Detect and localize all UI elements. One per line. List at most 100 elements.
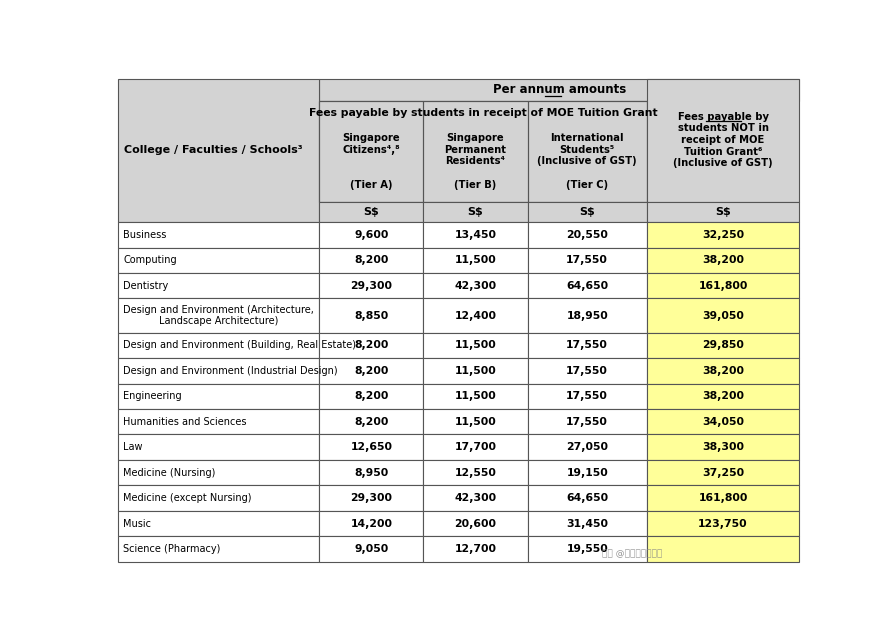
Text: 161,800: 161,800 (698, 281, 747, 291)
FancyBboxPatch shape (119, 358, 319, 384)
FancyBboxPatch shape (528, 460, 647, 486)
FancyBboxPatch shape (119, 247, 319, 273)
Text: 20,550: 20,550 (566, 230, 608, 240)
Text: Dentistry: Dentistry (123, 281, 169, 291)
Text: 11,500: 11,500 (455, 417, 497, 427)
Text: 9,600: 9,600 (354, 230, 389, 240)
Text: Design and Environment (Building, Real Estate): Design and Environment (Building, Real E… (123, 340, 356, 351)
FancyBboxPatch shape (319, 247, 424, 273)
Text: 29,850: 29,850 (702, 340, 744, 351)
FancyBboxPatch shape (647, 409, 799, 434)
FancyBboxPatch shape (119, 299, 319, 333)
Text: 11,500: 11,500 (455, 340, 497, 351)
Text: 19,150: 19,150 (566, 468, 608, 477)
Text: Music: Music (123, 519, 152, 529)
Text: 13,450: 13,450 (455, 230, 497, 240)
FancyBboxPatch shape (528, 299, 647, 333)
Text: 123,750: 123,750 (698, 519, 747, 529)
Text: Engineering: Engineering (123, 391, 182, 401)
FancyBboxPatch shape (528, 358, 647, 384)
Text: 38,300: 38,300 (702, 443, 744, 452)
FancyBboxPatch shape (119, 536, 319, 562)
FancyBboxPatch shape (119, 460, 319, 486)
Text: Science (Pharmacy): Science (Pharmacy) (123, 544, 220, 554)
FancyBboxPatch shape (528, 333, 647, 358)
FancyBboxPatch shape (119, 333, 319, 358)
Text: 8,200: 8,200 (354, 340, 389, 351)
FancyBboxPatch shape (424, 299, 528, 333)
FancyBboxPatch shape (424, 247, 528, 273)
FancyBboxPatch shape (528, 409, 647, 434)
FancyBboxPatch shape (319, 409, 424, 434)
Text: 29,300: 29,300 (351, 281, 392, 291)
FancyBboxPatch shape (319, 486, 424, 511)
Text: 37,250: 37,250 (702, 468, 744, 477)
FancyBboxPatch shape (119, 222, 319, 247)
Text: Law: Law (123, 443, 143, 452)
Text: S$: S$ (364, 207, 379, 217)
FancyBboxPatch shape (424, 511, 528, 536)
FancyBboxPatch shape (424, 486, 528, 511)
Text: 34,050: 34,050 (702, 417, 744, 427)
FancyBboxPatch shape (424, 460, 528, 486)
FancyBboxPatch shape (319, 202, 424, 222)
Text: 8,950: 8,950 (354, 468, 389, 477)
FancyBboxPatch shape (119, 434, 319, 460)
Text: Medicine (Nursing): Medicine (Nursing) (123, 468, 216, 477)
Text: 9,050: 9,050 (354, 544, 389, 554)
Text: 8,200: 8,200 (354, 366, 389, 376)
Text: 17,550: 17,550 (566, 366, 608, 376)
FancyBboxPatch shape (647, 358, 799, 384)
Text: 头条 @河北立诚辰留学: 头条 @河北立诚辰留学 (602, 550, 663, 559)
FancyBboxPatch shape (319, 299, 424, 333)
FancyBboxPatch shape (647, 247, 799, 273)
Text: 8,850: 8,850 (354, 311, 389, 321)
Text: 17,700: 17,700 (455, 443, 497, 452)
FancyBboxPatch shape (319, 434, 424, 460)
Text: 64,650: 64,650 (566, 281, 608, 291)
Text: 18,950: 18,950 (566, 311, 608, 321)
Text: Business: Business (123, 230, 167, 240)
FancyBboxPatch shape (424, 536, 528, 562)
Text: Singapore
Citizens⁴,⁸


(Tier A): Singapore Citizens⁴,⁸ (Tier A) (343, 133, 401, 190)
Text: International
Students⁵
(Inclusive of GST)

(Tier C): International Students⁵ (Inclusive of GS… (537, 133, 637, 190)
FancyBboxPatch shape (319, 536, 424, 562)
FancyBboxPatch shape (528, 536, 647, 562)
FancyBboxPatch shape (647, 384, 799, 409)
FancyBboxPatch shape (119, 79, 319, 222)
Text: S$: S$ (580, 207, 595, 217)
Text: 27,050: 27,050 (566, 443, 608, 452)
FancyBboxPatch shape (528, 273, 647, 299)
Text: 19,550: 19,550 (566, 544, 608, 554)
Text: College / Faculties / Schools³: College / Faculties / Schools³ (124, 145, 302, 155)
FancyBboxPatch shape (424, 358, 528, 384)
Text: 11,500: 11,500 (455, 391, 497, 401)
FancyBboxPatch shape (319, 222, 424, 247)
Text: 12,700: 12,700 (455, 544, 497, 554)
FancyBboxPatch shape (647, 333, 799, 358)
Text: 17,550: 17,550 (566, 417, 608, 427)
Text: 12,550: 12,550 (455, 468, 497, 477)
FancyBboxPatch shape (647, 273, 799, 299)
Text: Fees payable by
students NOT in
receipt of MOE
Tuition Grant⁶
(Inclusive of GST): Fees payable by students NOT in receipt … (673, 112, 772, 168)
Text: 14,200: 14,200 (351, 519, 392, 529)
FancyBboxPatch shape (647, 536, 799, 562)
Text: 8,200: 8,200 (354, 256, 389, 265)
FancyBboxPatch shape (319, 358, 424, 384)
Text: Singapore
Permanent
Residents⁴

(Tier B): Singapore Permanent Residents⁴ (Tier B) (444, 133, 507, 190)
Text: 31,450: 31,450 (566, 519, 608, 529)
FancyBboxPatch shape (647, 460, 799, 486)
Text: 17,550: 17,550 (566, 391, 608, 401)
FancyBboxPatch shape (424, 333, 528, 358)
FancyBboxPatch shape (528, 384, 647, 409)
FancyBboxPatch shape (319, 101, 647, 202)
FancyBboxPatch shape (319, 384, 424, 409)
Text: 39,050: 39,050 (702, 311, 744, 321)
FancyBboxPatch shape (119, 273, 319, 299)
FancyBboxPatch shape (119, 384, 319, 409)
FancyBboxPatch shape (424, 409, 528, 434)
FancyBboxPatch shape (319, 460, 424, 486)
FancyBboxPatch shape (647, 511, 799, 536)
Text: 8,200: 8,200 (354, 417, 389, 427)
Text: 20,600: 20,600 (455, 519, 497, 529)
